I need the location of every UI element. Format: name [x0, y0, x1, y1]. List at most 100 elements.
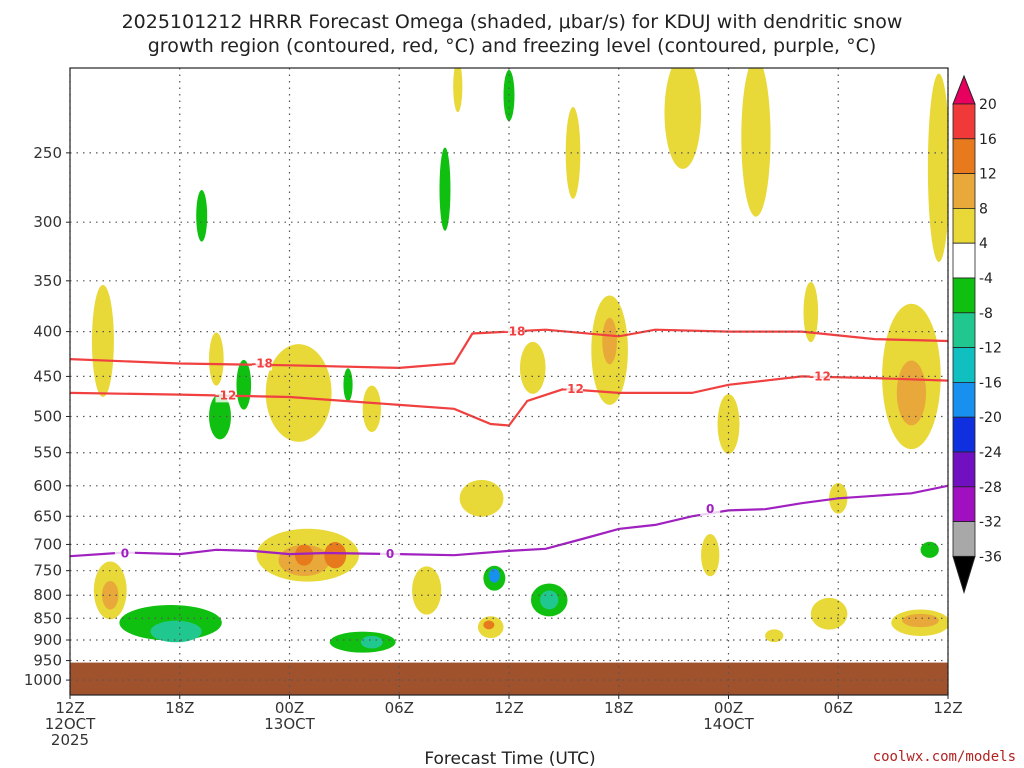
- colorbar-swatch: [952, 486, 976, 522]
- colorbar-swatch: [952, 207, 976, 244]
- omega-blob: [196, 189, 208, 242]
- omega-blob: [565, 107, 581, 199]
- omega-blob: [459, 479, 504, 517]
- plot-area: -18 -18 -12 -12 -12 0 0 0 250 300 350 400 450 500 550 6…: [24, 67, 963, 749]
- y-tick-label: 700: [33, 535, 62, 553]
- omega-blob: [150, 620, 202, 643]
- chart-title-line-2: growth region (contoured, red, °C) and f…: [148, 35, 877, 57]
- colorbar-label: -16: [979, 375, 1002, 391]
- colorbar-label: -4: [979, 271, 993, 287]
- contour-label: -18: [504, 325, 526, 339]
- omega-blob: [701, 534, 720, 577]
- colorbar-swatch: [952, 103, 976, 140]
- y-tick-label: 500: [33, 407, 62, 425]
- y-tick-label: 600: [33, 477, 62, 495]
- omega-blob: [810, 597, 848, 630]
- contour-label: -12: [809, 369, 831, 383]
- y-tick-label: 800: [33, 586, 62, 604]
- y-tick-label: 550: [33, 444, 62, 462]
- colorbar-swatch: [952, 242, 976, 279]
- omega-blob: [765, 629, 784, 643]
- omega-blob: [519, 341, 546, 394]
- omega-blob: [664, 68, 702, 169]
- omega-blob: [503, 69, 515, 122]
- omega-blob: [741, 68, 771, 217]
- x-tick-label: 12Z: [494, 699, 523, 717]
- contour-label-bg: [563, 381, 584, 396]
- contour-label: -18: [251, 357, 273, 371]
- colorbar-label: -36: [979, 549, 1002, 565]
- x-tick-label: 06Z: [824, 699, 853, 717]
- y-tick-label: 250: [33, 144, 62, 162]
- contour-label: -12: [562, 382, 584, 396]
- colorbar-swatch: [952, 312, 976, 348]
- omega-blob: [488, 568, 500, 583]
- contour-label-bg: [252, 356, 273, 371]
- freezing-level-contour: [70, 484, 948, 558]
- x-tick-label: 00Z: [714, 699, 743, 717]
- omega-blob: [717, 394, 740, 454]
- colorbar-swatch: [952, 138, 976, 175]
- ground-terrain: [70, 662, 948, 695]
- omega-blob: [324, 541, 347, 569]
- colorbar-label: -28: [979, 480, 1002, 496]
- contour-label-bg: [504, 324, 525, 339]
- colorbar-swatch: [952, 381, 976, 418]
- y-tick-label: 900: [33, 631, 62, 649]
- colorbar-label: -32: [979, 515, 1002, 531]
- colorbar-swatch: [952, 277, 976, 314]
- y-tick-label: 950: [33, 652, 62, 670]
- colorbar-label: 8: [979, 201, 988, 217]
- colorbar-top-arrow: [952, 74, 976, 105]
- x-tick-label: 2025: [51, 731, 89, 749]
- colorbar-swatch: [952, 347, 976, 383]
- omega-blob: [453, 68, 463, 113]
- omega-blob: [343, 368, 353, 402]
- x-axis-title: Forecast Time (UTC): [424, 749, 595, 768]
- y-tick-label: 300: [33, 213, 62, 231]
- omega-blob: [209, 332, 224, 386]
- omega-blob: [265, 344, 332, 442]
- contour-label: -12: [215, 388, 237, 402]
- omega-blob: [91, 284, 114, 398]
- omega-blob: [896, 360, 927, 426]
- omega-blob: [483, 620, 495, 630]
- y-tick-label: 750: [33, 562, 62, 580]
- x-tick-label: 12OCT: [45, 715, 96, 733]
- y-tick-label: 1000: [24, 671, 62, 689]
- omega-blob: [540, 590, 559, 610]
- colorbar-label: -20: [979, 410, 1002, 426]
- omega-blob: [439, 147, 451, 231]
- y-tick-label: 400: [33, 323, 62, 341]
- colorbar-swatch: [952, 173, 976, 209]
- omega-blob: [412, 566, 442, 615]
- omega-blob: [294, 544, 314, 566]
- x-tick-label: 18Z: [165, 699, 194, 717]
- omega-blob: [360, 635, 383, 649]
- y-tick-label: 650: [33, 507, 62, 525]
- contour-label: 0: [386, 547, 394, 561]
- y-tick-label: 450: [33, 367, 62, 385]
- dgz-contour: [70, 328, 948, 370]
- x-tick-label: 00Z: [275, 699, 304, 717]
- omega-blob: [362, 385, 381, 433]
- colorbar: 20 16 12 8 4 -4 -8 -12 -16 -20 -24 -28 -32 -36: [952, 74, 1002, 595]
- omega-blob: [920, 541, 939, 558]
- x-tick-label: 12Z: [933, 699, 962, 717]
- x-tick-label: 06Z: [385, 699, 414, 717]
- colorbar-swatch: [952, 521, 976, 557]
- x-tick-label: 13OCT: [264, 715, 315, 733]
- omega-blob: [902, 613, 939, 628]
- contour-label-bg: [114, 546, 135, 561]
- credit-link[interactable]: coolwx.com/models: [873, 749, 1016, 765]
- colorbar-bottom-arrow: [952, 555, 976, 595]
- x-tick-label: 18Z: [604, 699, 633, 717]
- colorbar-swatch: [952, 416, 976, 453]
- y-tick-label: 850: [33, 609, 62, 627]
- colorbar-label: 12: [979, 167, 997, 183]
- y-tick-label: 350: [33, 272, 62, 290]
- colorbar-label: -24: [979, 445, 1002, 461]
- colorbar-label: 16: [979, 132, 997, 148]
- x-tick-label: 14OCT: [703, 715, 754, 733]
- colorbar-label: 4: [979, 236, 988, 252]
